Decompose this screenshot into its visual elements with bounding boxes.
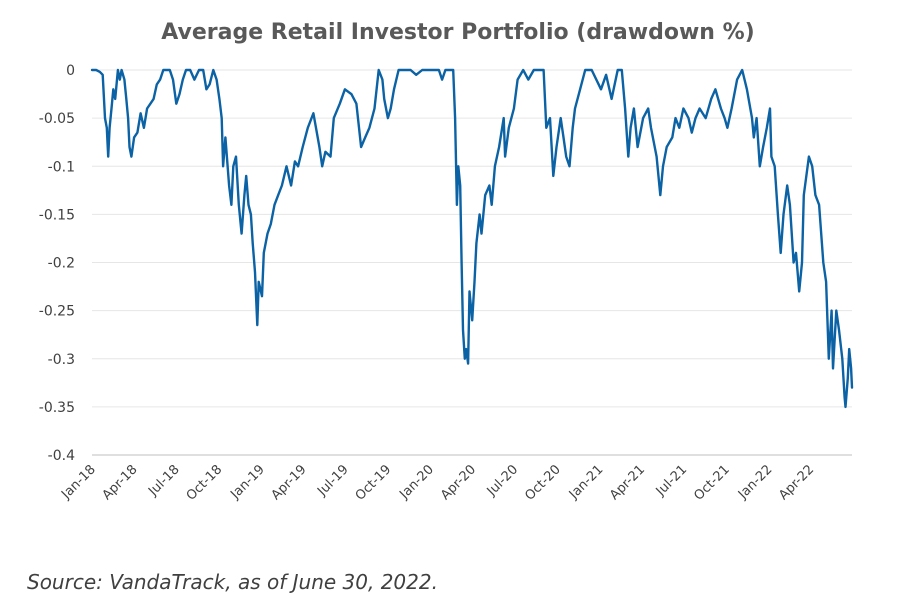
x-tick-label: Jan-19	[227, 462, 268, 503]
x-tick-label: Jan-20	[396, 462, 437, 503]
x-tick-label: Jul-21	[653, 462, 690, 499]
x-tick-label: Oct-20	[522, 462, 564, 504]
x-tick-label: Oct-21	[691, 462, 733, 504]
chart-title: Average Retail Investor Portfolio (drawd…	[161, 20, 754, 45]
x-tick-label: Apr-22	[776, 462, 817, 503]
y-tick-label: -0.4	[48, 448, 75, 464]
y-tick-label: -0.1	[48, 159, 75, 175]
y-tick-label: -0.15	[39, 207, 75, 223]
x-tick-label: Jul-20	[484, 462, 521, 499]
y-tick-label: 0	[66, 63, 75, 79]
x-tick-label: Jan-18	[58, 462, 99, 503]
x-tick-label: Oct-19	[353, 462, 395, 504]
drawdown-series-line	[90, 68, 854, 409]
y-tick-label: -0.05	[39, 111, 75, 127]
source-note: Source: VandaTrack, as of June 30, 2022.	[27, 570, 438, 594]
y-tick-label: -0.35	[39, 400, 75, 416]
x-tick-label: Apr-18	[100, 462, 141, 503]
x-tick-label: Jan-22	[735, 462, 776, 503]
y-tick-label: -0.25	[39, 304, 75, 320]
x-tick-label: Oct-18	[184, 462, 226, 504]
y-tick-label: -0.3	[48, 352, 75, 368]
x-tick-label: Apr-20	[438, 462, 479, 503]
x-tick-label: Apr-19	[269, 462, 310, 503]
x-tick-label: Jul-19	[314, 462, 351, 499]
x-tick-label: Jul-18	[145, 462, 182, 499]
x-axis-tick-labels: Jan-18 Apr-18 Jul-18 Oct-18 Jan-19 Apr-19 Jul-…	[58, 462, 817, 504]
x-tick-label: Apr-21	[607, 462, 648, 503]
x-tick-label: Jan-21	[566, 462, 607, 503]
gridlines	[92, 69, 852, 408]
series-layer	[90, 68, 854, 409]
y-tick-label: -0.2	[48, 256, 75, 272]
y-axis-tick-labels: 0 -0.05 -0.1 -0.15 -0.2 -0.25 -0.3 -0.35 -0.4	[39, 63, 75, 464]
